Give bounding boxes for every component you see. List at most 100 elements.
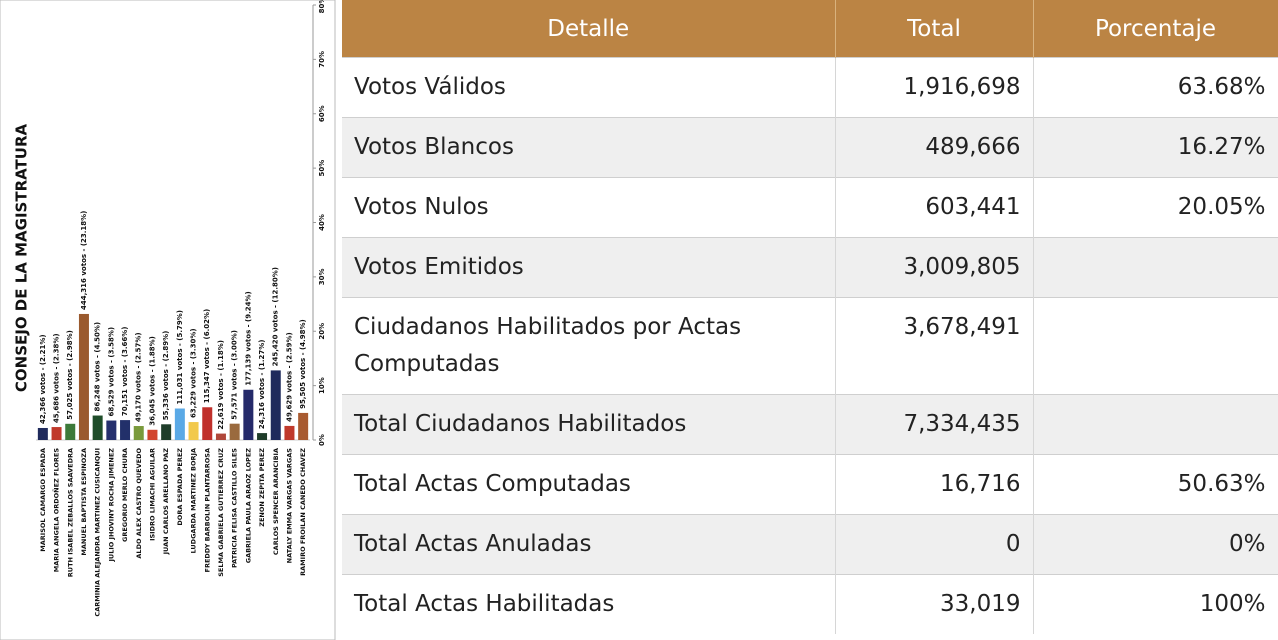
bar [188, 422, 199, 440]
bar [51, 427, 62, 440]
table-row: Ciudadanos Habilitados por Actas Computa… [342, 297, 1278, 395]
table-row: Votos Nulos 603,441 20.05% [342, 177, 1278, 238]
bar [202, 407, 213, 440]
x-tick-label: GREGORIO MERLO CHURA [121, 448, 129, 542]
value-cell: 0 [835, 514, 1034, 575]
bar [257, 433, 268, 440]
value-cell [1033, 297, 1278, 395]
bar [78, 313, 89, 440]
header-cell: Detalle [342, 0, 836, 58]
bar [92, 415, 103, 440]
data-label: 68,529 votos - (3.58%) [107, 327, 115, 417]
value-cell: 489,666 [835, 117, 1034, 178]
label-cell: Votos Emitidos [342, 237, 836, 298]
value-cell: 7,334,435 [835, 394, 1034, 455]
x-tick-label: GABRIELA PAULA ARAOZ LOPEZ [244, 448, 252, 564]
x-tick-label: PATRICIA FELISA CASTILLO SILES [231, 448, 239, 568]
table-row: Total Ciudadanos Habilitados 7,334,435 [342, 394, 1278, 455]
data-label: 49,629 votos - (2.59%) [285, 332, 293, 422]
data-label: 115,347 votos - (6.02%) [203, 309, 211, 403]
bar [243, 389, 254, 440]
label-cell: Votos Válidos [342, 57, 836, 118]
x-tick-label: DORA ESPADA PEREZ [176, 448, 184, 526]
x-tick-label: RUTH ISABEL ZEBALLOS SAAVEDRA [66, 448, 74, 577]
y-tick-label: 80% [318, 0, 326, 13]
label-cell: Ciudadanos Habilitados por Actas Computa… [342, 297, 836, 395]
data-label: 70,151 votos - (3.66%) [121, 326, 129, 416]
data-label: 177,139 votos - (9.24%) [244, 291, 252, 385]
x-tick-label: JULIO JHOVINY ROCHA JIMENEZ [107, 448, 115, 563]
table-header: Detalle Total Porcentaje [342, 0, 1278, 58]
chart-title: CONSEJO DE LA MAGISTRATURA [13, 123, 31, 392]
x-tick-label: MARIA ANGELA ORDOÑEZ FLORES [52, 448, 61, 573]
value-cell: 33,019 [835, 574, 1034, 634]
value-cell: 1,916,698 [835, 57, 1034, 118]
x-tick-label: RAMIRO FROILAN CANEDO CHAVEZ [299, 448, 307, 576]
bar [133, 426, 144, 440]
value-cell [1033, 394, 1278, 455]
value-cell: 100% [1033, 574, 1278, 634]
data-label: 24,316 votos - (1.27%) [258, 339, 266, 429]
data-label: 45,686 votos - (2.38%) [53, 333, 61, 423]
x-tick-label: CARLOS SPENCER ARANCIBIA [272, 448, 280, 555]
y-tick-label: 70% [318, 51, 326, 68]
x-tick-label: JUAN CARLOS ARELLANO PAZ [162, 448, 170, 556]
data-label: 42,366 votos - (2.21%) [39, 334, 47, 424]
bar [298, 412, 309, 440]
label-cell: Total Actas Habilitadas [342, 574, 836, 634]
x-tick-label: LUDGARDA MARTINEZ BORJA [190, 448, 198, 554]
bar [284, 425, 295, 440]
table-row: Total Actas Habilitadas 33,019 100% [342, 574, 1278, 634]
label-cell: Total Actas Anuladas [342, 514, 836, 575]
x-tick-label: CARMINIA ALEJANDRA MARTINEZ CUSICANQUI [94, 448, 102, 617]
y-tick-label: 10% [318, 377, 326, 394]
y-tick-label: 50% [318, 160, 326, 177]
data-label: 86,248 votos - (4.50%) [94, 322, 102, 412]
header-cell: Total [835, 0, 1034, 58]
bar [120, 420, 131, 440]
bar [37, 427, 48, 440]
value-cell: 50.63% [1033, 454, 1278, 515]
data-label: 36,045 votos - (1.88%) [148, 336, 156, 426]
label-cell: Votos Nulos [342, 177, 836, 238]
x-tick-label: SELMA GABRIELA GUTIERREZ CRUZ [217, 448, 225, 577]
value-cell: 0% [1033, 514, 1278, 575]
bar [174, 408, 185, 440]
bar [161, 424, 172, 440]
value-cell: 603,441 [835, 177, 1034, 238]
bar [65, 423, 76, 440]
x-tick-label: MANUEL BAPTISTA ESPINOZA [80, 448, 88, 556]
value-cell: 3,678,491 [835, 297, 1034, 395]
data-label: 95,505 votos - (4.98%) [299, 319, 307, 409]
x-tick-label: FREDDY BARBOLIN PLANTARROSA [203, 448, 211, 573]
value-cell: 3,009,805 [835, 237, 1034, 298]
y-tick-label: 20% [318, 323, 326, 340]
data-label: 55,336 votos - (2.89%) [162, 331, 170, 421]
chart: CONSEJO DE LA MAGISTRATURA 0% 10% 20% 30% 40… [0, 0, 336, 640]
y-tick-label: 40% [318, 214, 326, 231]
data-label: 57,571 votos - (3.00%) [231, 330, 239, 420]
x-tick-label: MARISOL CAMARGO ESPADA [39, 448, 47, 552]
x-tick-label: ZENON ZEPITA PEREZ [258, 448, 266, 527]
label-cell: Votos Blancos [342, 117, 836, 178]
data-label: 111,031 votos - (5.79%) [176, 310, 184, 404]
table-row: Total Actas Computadas 16,716 50.63% [342, 454, 1278, 515]
chart-panel [0, 0, 336, 640]
value-cell: 16,716 [835, 454, 1034, 515]
value-cell [1033, 237, 1278, 298]
label-cell: Total Ciudadanos Habilitados [342, 394, 836, 455]
table-row: Votos Válidos 1,916,698 63.68% [342, 57, 1278, 118]
value-cell: 20.05% [1033, 177, 1278, 238]
data-label: 49,170 votos - (2.57%) [135, 332, 143, 422]
results-table: Detalle Total Porcentaje Votos Válidos 1,91… [342, 0, 1278, 634]
table-row: Votos Emitidos 3,009,805 [342, 237, 1278, 298]
value-cell: 63.68% [1033, 57, 1278, 118]
header-cell: Porcentaje [1033, 0, 1278, 58]
bar [270, 370, 281, 440]
y-tick-label: 30% [318, 268, 326, 285]
label-cell: Total Actas Computadas [342, 454, 836, 515]
value-cell: 16.27% [1033, 117, 1278, 178]
table-row: Votos Blancos 489,666 16.27% [342, 117, 1278, 178]
data-label: 245,420 votos - (12.80%) [272, 267, 280, 366]
